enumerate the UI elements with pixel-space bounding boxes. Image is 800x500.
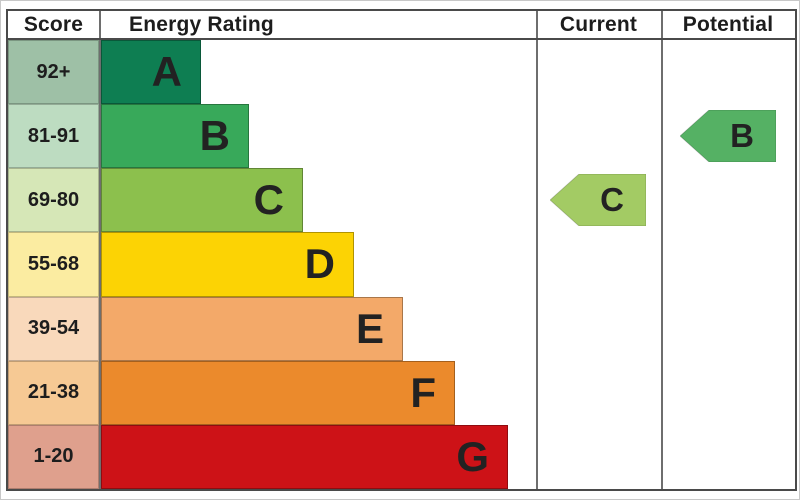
rating-row: 21-38 F bbox=[8, 360, 795, 425]
left-arrow-icon bbox=[550, 174, 646, 227]
rating-bar: C bbox=[101, 168, 303, 233]
score-range-label: 69-80 bbox=[27, 188, 80, 211]
header-score: Score bbox=[23, 12, 84, 36]
score-range-cell: 69-80 bbox=[8, 168, 99, 233]
potential-rating-letter: B bbox=[730, 117, 754, 155]
rating-bar: F bbox=[101, 360, 455, 425]
grid-line-current-divider bbox=[536, 11, 538, 489]
current-rating-arrow: C bbox=[550, 174, 646, 227]
grid-line-header-underline bbox=[8, 38, 795, 40]
grid-line-score-divider bbox=[99, 11, 101, 489]
score-range-label: 39-54 bbox=[27, 317, 80, 340]
rating-row: 1-20 G bbox=[8, 424, 795, 489]
grid-line-potential-divider bbox=[661, 11, 663, 489]
rating-bar: A bbox=[101, 40, 201, 105]
score-range-label: 55-68 bbox=[27, 252, 80, 275]
score-range-cell: 92+ bbox=[8, 40, 99, 105]
rating-bar: D bbox=[101, 232, 354, 297]
score-range-label: 92+ bbox=[36, 60, 71, 83]
rating-bar: B bbox=[101, 104, 249, 169]
score-range-cell: 55-68 bbox=[8, 232, 99, 297]
rating-row: 92+ A bbox=[8, 40, 795, 105]
rating-letter: D bbox=[304, 240, 335, 288]
rating-row: 81-91 B bbox=[8, 104, 795, 169]
rating-letter: A bbox=[151, 48, 182, 96]
score-range-label: 81-91 bbox=[27, 124, 80, 147]
rating-row: 69-80 C bbox=[8, 168, 795, 233]
current-rating-letter: C bbox=[600, 181, 624, 219]
potential-rating-arrow: B bbox=[680, 110, 776, 163]
score-range-cell: 21-38 bbox=[8, 360, 99, 425]
rating-letter: G bbox=[456, 432, 489, 480]
rating-bar: E bbox=[101, 296, 403, 361]
rating-letter: B bbox=[199, 112, 230, 160]
score-range-label: 21-38 bbox=[27, 381, 80, 404]
score-range-cell: 39-54 bbox=[8, 296, 99, 361]
left-arrow-icon bbox=[680, 110, 776, 163]
header-potential: Potential bbox=[682, 12, 774, 36]
chart-frame: Score Energy Rating Current Potential C … bbox=[6, 9, 797, 491]
rating-row: 39-54 E bbox=[8, 296, 795, 361]
header-current: Current bbox=[559, 12, 638, 36]
header-energy-rating: Energy Rating bbox=[129, 12, 274, 36]
rating-letter: E bbox=[355, 304, 384, 352]
score-range-cell: 81-91 bbox=[8, 104, 99, 169]
rating-bar: G bbox=[101, 424, 508, 489]
rating-letter: C bbox=[253, 176, 284, 224]
rating-row: 55-68 D bbox=[8, 232, 795, 297]
score-range-label: 1-20 bbox=[33, 445, 74, 468]
score-range-cell: 1-20 bbox=[8, 424, 99, 489]
rating-letter: F bbox=[410, 368, 436, 416]
